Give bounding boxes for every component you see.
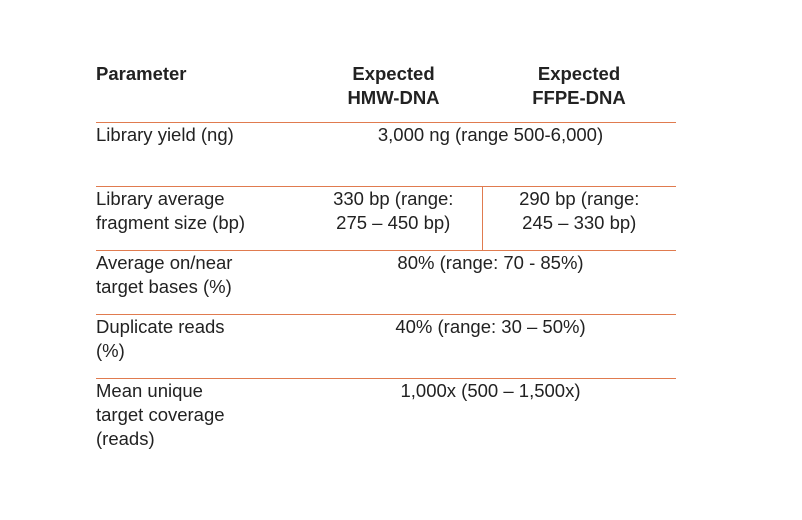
- row-value-on-target: 80% (range: 70 - 85%): [397, 251, 584, 273]
- row-label-fragment-size: Library average fragment size (bp): [96, 186, 305, 250]
- row-value-fragment-size-hmw: 330 bp (range: 275 – 450 bp): [305, 186, 483, 250]
- label-line: fragment size (bp): [96, 211, 246, 233]
- label-line: (reads): [96, 427, 155, 449]
- header-ffpe-dna: Expected FFPE-DNA: [482, 62, 676, 122]
- label-line: (%): [96, 339, 125, 361]
- table-row: Mean unique target coverage (reads) 1,000x…: [96, 378, 676, 464]
- row-label-mean-coverage: Mean unique target coverage (reads): [96, 378, 305, 464]
- header-ffpe-line1: Expected: [537, 63, 621, 84]
- row-label-on-target: Average on/near target bases (%): [96, 250, 305, 314]
- value-line: 245 – 330 bp): [522, 211, 637, 233]
- row-label-duplicate-reads: Duplicate reads (%): [96, 314, 305, 378]
- row-value-mean-coverage: 1,000x (500 – 1,500x): [400, 379, 581, 401]
- value-line: 275 – 450 bp): [336, 211, 451, 233]
- row-value-duplicate-reads: 40% (range: 30 – 50%): [395, 315, 586, 337]
- header-hmw-dna: Expected HMW-DNA: [305, 62, 482, 122]
- label-line: Library average: [96, 187, 225, 209]
- table-header-row: Parameter Expected HMW-DNA Expected FFPE-D…: [96, 62, 676, 122]
- table-row: Library average fragment size (bp) 330 bp…: [96, 186, 676, 250]
- header-hmw-line2: HMW-DNA: [347, 87, 440, 108]
- row-value-library-yield: 3,000 ng (range 500-6,000): [377, 123, 604, 145]
- label-line: Duplicate reads: [96, 315, 225, 337]
- header-hmw-line1: Expected: [352, 63, 435, 84]
- label-line: Mean unique: [96, 379, 203, 401]
- label-line: target coverage: [96, 403, 225, 425]
- header-ffpe-line2: FFPE-DNA: [532, 87, 626, 108]
- table-row: Average on/near target bases (%) 80% (ran…: [96, 250, 676, 314]
- table-row: Duplicate reads (%) 40% (range: 30 – 50%): [96, 314, 676, 378]
- qc-parameters-table: Parameter Expected HMW-DNA Expected FFPE-D…: [96, 62, 676, 464]
- label-line: target bases (%): [96, 275, 232, 297]
- value-line: 290 bp (range:: [519, 187, 640, 209]
- row-label-library-yield: Library yield (ng): [96, 123, 234, 145]
- table-row: Library yield (ng) 3,000 ng (range 500-6…: [96, 122, 676, 186]
- label-line: Average on/near: [96, 251, 233, 273]
- value-line: 330 bp (range:: [333, 187, 454, 209]
- header-parameter: Parameter: [96, 63, 187, 84]
- row-value-fragment-size-ffpe: 290 bp (range: 245 – 330 bp): [482, 186, 676, 250]
